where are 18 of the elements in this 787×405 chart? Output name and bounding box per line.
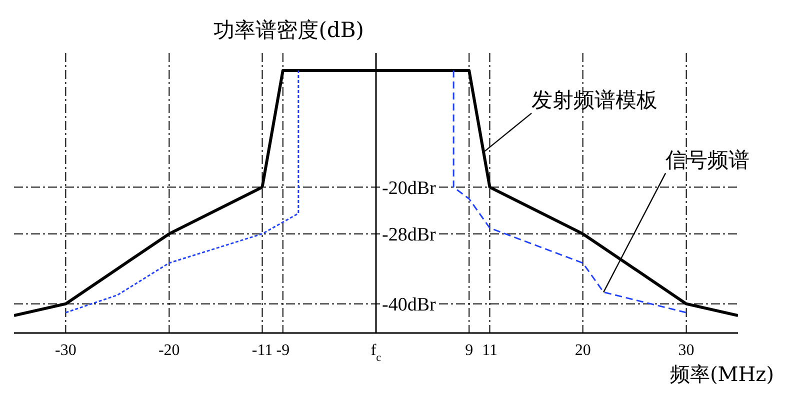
x-tick-label: -20 (158, 342, 180, 359)
annotation: 发射频谱模板 (532, 88, 658, 112)
x-axis-title: 频率(MHz) (670, 361, 774, 388)
y-tick-label: -28dBr (382, 224, 436, 246)
x-tick-label: -9 (276, 342, 290, 359)
x-tick-label: 9 (465, 342, 474, 359)
x-tick-label: 20 (574, 342, 591, 359)
x-tick-label: 30 (678, 342, 694, 359)
line-series (452, 70, 688, 314)
x-tick-label: f$_{c}$ (370, 342, 382, 364)
y-axis-title: 功率谱密度(dB) (214, 17, 364, 44)
y-tick-label: -20dBr (382, 178, 436, 199)
line-series (64, 70, 300, 314)
y-tick-label: -40dBr (382, 294, 436, 316)
x-tick-label: 11 (482, 342, 498, 359)
x-tick-label: -30 (55, 342, 76, 359)
annotation: 信号频谱 (666, 148, 750, 172)
x-tick-label: -11 (252, 342, 273, 359)
